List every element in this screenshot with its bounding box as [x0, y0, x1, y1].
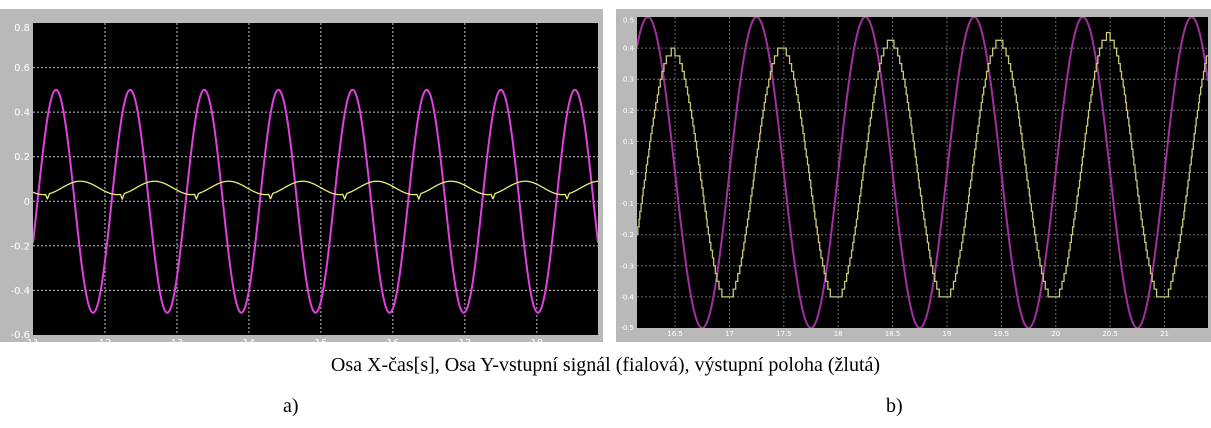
chart-b-y-tick-label: 0.1	[623, 138, 634, 146]
chart-a-x-tick-label: 14	[243, 338, 256, 342]
chart-b-x-tick-label: 20.5	[1102, 330, 1118, 338]
chart-b-y-tick-label: 0.3	[623, 76, 634, 84]
chart-b-x-tick-label: 17	[725, 330, 734, 338]
chart-a-y-tick-label: -0.2	[10, 241, 30, 252]
chart-b-x-tick-label: 19.5	[994, 330, 1010, 338]
chart-a-y-tick-label: 0.2	[14, 152, 30, 163]
chart-a-y-tick-label: 0.8	[14, 23, 30, 34]
chart-a-y-tick-label: 0.6	[14, 63, 30, 74]
chart-a-plot: 11 12 13 14 15 16 17 18 0.8 0.6 0.4 0.2 0 -0.2 -0.4 -0.…	[10, 23, 598, 342]
chart-b-x-tick-label: 16.5	[667, 330, 683, 338]
figure-caption: Osa X-čas[s], Osa Y-vstupní signál (fial…	[330, 354, 881, 376]
chart-b-x-tick-label: 18.5	[885, 330, 901, 338]
chart-b-y-tick-label: -0.3	[620, 262, 634, 270]
chart-a-x-tick-label: 12	[99, 338, 112, 342]
chart-a-series-input-line	[33, 88, 598, 314]
chart-a-plot-area	[33, 23, 598, 335]
panel-label-b: b)	[886, 395, 903, 417]
chart-b-y-tick-label: -0.5	[620, 324, 634, 332]
chart-b-y-tick-label: -0.2	[620, 231, 634, 239]
chart-b-x-tick-label: 18	[834, 330, 843, 338]
chart-a-y-tick-label: -0.4	[10, 286, 30, 297]
chart-b-x-tick-label: 20	[1051, 330, 1060, 338]
chart-b-y-tick-label: 0.2	[623, 107, 634, 115]
chart-a-x-tick-label: 17	[458, 338, 471, 342]
chart-b-y-tick-label: 0.4	[623, 45, 635, 53]
chart-b-y-tick-label: 0.5	[623, 17, 634, 25]
chart-b-x-tick-label: 17.5	[776, 330, 792, 338]
chart-b-y-tick-label: -0.4	[620, 293, 634, 301]
chart-b-series-input-line	[637, 17, 1208, 328]
chart-a-x-tick-label: 13	[171, 338, 184, 342]
chart-a-y-tick-label: 0.4	[14, 108, 30, 119]
chart-b-plot: 16.5 17 17.5 18 18.5 19 19.5 20 20.5 21 0.5 0.4 0.3 0…	[620, 17, 1208, 338]
chart-a-y-tick-label: 0	[24, 197, 30, 208]
chart-a-x-tick-label: 18	[530, 338, 543, 342]
chart-a-series-output-line	[33, 180, 598, 201]
chart-a: 11 12 13 14 15 16 17 18 0.8 0.6 0.4 0.2 0 -0.2 -0.4 -0.…	[0, 9, 603, 342]
chart-a-x-tick-label: 15	[315, 338, 328, 342]
panel-label-a: a)	[283, 395, 299, 417]
chart-a-y-tick-label: -0.6	[10, 330, 30, 341]
chart-b: 16.5 17 17.5 18 18.5 19 19.5 20 20.5 21 0.5 0.4 0.3 0…	[616, 9, 1211, 342]
chart-b-x-tick-label: 21	[1160, 330, 1169, 338]
chart-b-series-output-line	[637, 31, 1208, 298]
chart-a-x-tick-label: 11	[27, 338, 40, 342]
chart-b-y-tick-label: -0.1	[620, 200, 634, 208]
chart-b-y-tick-label: 0	[630, 169, 634, 177]
chart-b-x-tick-label: 19	[943, 330, 952, 338]
chart-a-x-tick-label: 16	[387, 338, 400, 342]
